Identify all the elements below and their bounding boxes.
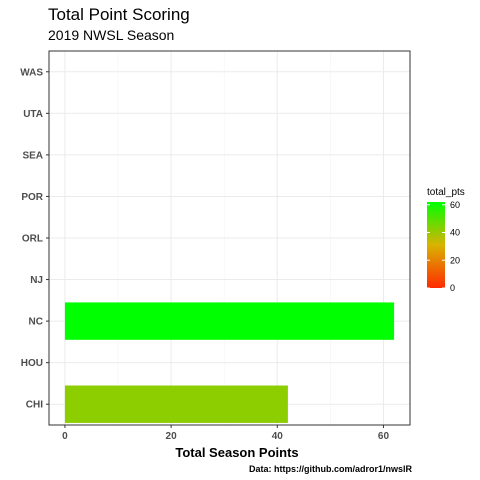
x-tick-label: 60 bbox=[378, 431, 390, 442]
legend: total_pts 0 20 40 60 bbox=[427, 187, 465, 293]
y-tick-label: UTA bbox=[23, 109, 43, 120]
bar-nc bbox=[64, 302, 395, 340]
legend-tick-label: 0 bbox=[450, 283, 455, 293]
x-tick-label: 20 bbox=[166, 431, 178, 442]
legend-tick-label: 40 bbox=[450, 228, 460, 238]
y-tick-label: NC bbox=[29, 317, 43, 328]
y-tick-label: NJ bbox=[30, 275, 43, 286]
y-tick-label: CHI bbox=[26, 400, 43, 411]
x-axis-label: Total Season Points bbox=[175, 445, 298, 460]
legend-tick-label: 20 bbox=[450, 255, 460, 265]
chart-title: Total Point Scoring bbox=[48, 5, 190, 24]
x-axis: 0 20 40 60 bbox=[62, 425, 389, 442]
y-tick-label: SEA bbox=[22, 150, 43, 161]
y-tick-label: WAS bbox=[20, 67, 43, 78]
x-tick-label: 40 bbox=[272, 431, 284, 442]
y-tick-label: HOU bbox=[21, 358, 43, 369]
y-tick-label: POR bbox=[21, 192, 43, 203]
chart-subtitle: 2019 NWSL Season bbox=[48, 27, 174, 43]
y-tick-label: ORL bbox=[22, 234, 43, 245]
bar-chi bbox=[64, 385, 288, 423]
legend-colorbar bbox=[427, 202, 445, 288]
legend-tick-label: 60 bbox=[450, 200, 460, 210]
legend-title: total_pts bbox=[427, 187, 465, 198]
x-tick-label: 0 bbox=[62, 431, 68, 442]
y-axis: CHI HOU NC NJ ORL POR SEA UTA WAS bbox=[20, 67, 49, 411]
bars bbox=[64, 302, 395, 423]
caption: Data: https://github.com/adror1/nwslR bbox=[249, 464, 413, 474]
